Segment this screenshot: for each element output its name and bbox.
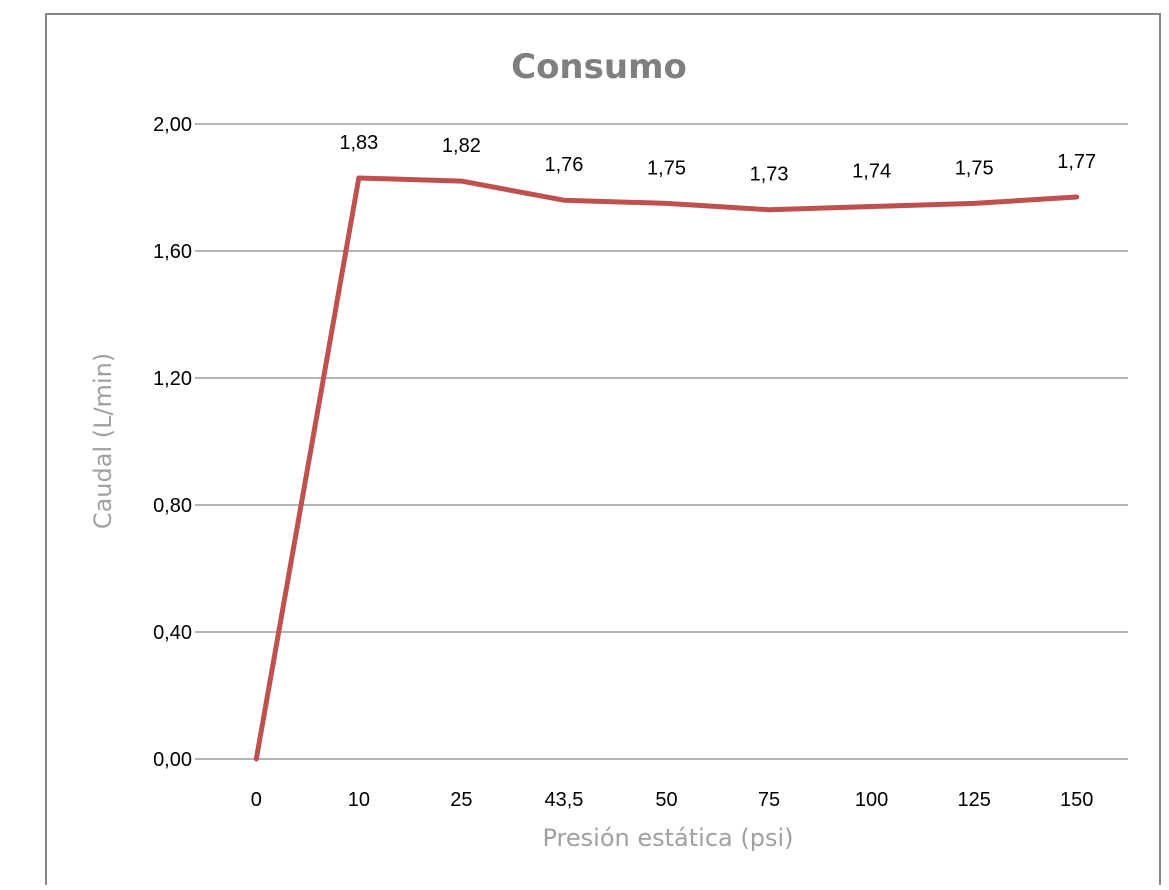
x-tick-label: 150: [1060, 789, 1093, 811]
y-axis-title: Caudal (L/min): [89, 353, 117, 529]
data-label: 1,73: [750, 164, 789, 186]
data-labels: 1,83 1,82 1,76 1,75 1,73 1,74 1,75 1,77: [339, 132, 1096, 186]
y-tick-label: 0,40: [153, 622, 192, 644]
y-tick-label: 1,60: [153, 241, 192, 263]
x-tick-label: 50: [655, 789, 677, 811]
x-tick-label: 75: [758, 789, 780, 811]
x-tick-label: 25: [450, 789, 472, 811]
data-label: 1,75: [955, 157, 994, 179]
gridlines: [195, 123, 1128, 760]
x-axis-ticks: 0 10 25 43,5 50 75 100 125 150: [251, 789, 1094, 811]
chart-border: [45, 13, 1161, 885]
x-tick-label: 10: [348, 789, 370, 811]
series-line: [253, 175, 1080, 762]
data-label: 1,76: [544, 154, 583, 176]
series-layer: [253, 175, 1080, 762]
data-label: 1,74: [852, 161, 891, 183]
x-tick-label: 0: [251, 789, 262, 811]
x-tick-label: 43,5: [544, 789, 583, 811]
data-label: 1,82: [442, 135, 481, 157]
data-label: 1,83: [339, 132, 378, 154]
y-tick-label: 0,00: [153, 749, 192, 771]
x-tick-label: 100: [855, 789, 888, 811]
y-tick-label: 1,20: [153, 368, 192, 390]
x-axis-title: Presión estática (psi): [543, 824, 794, 852]
y-axis-ticks: 0,00 0,40 0,80 1,20 1,60 2,00: [153, 114, 192, 771]
x-tick-label: 125: [957, 789, 990, 811]
data-label: 1,77: [1057, 151, 1096, 173]
y-tick-label: 2,00: [153, 114, 192, 136]
y-tick-label: 0,80: [153, 495, 192, 517]
chart-title: Consumo: [511, 47, 687, 87]
data-label: 1,75: [647, 157, 686, 179]
